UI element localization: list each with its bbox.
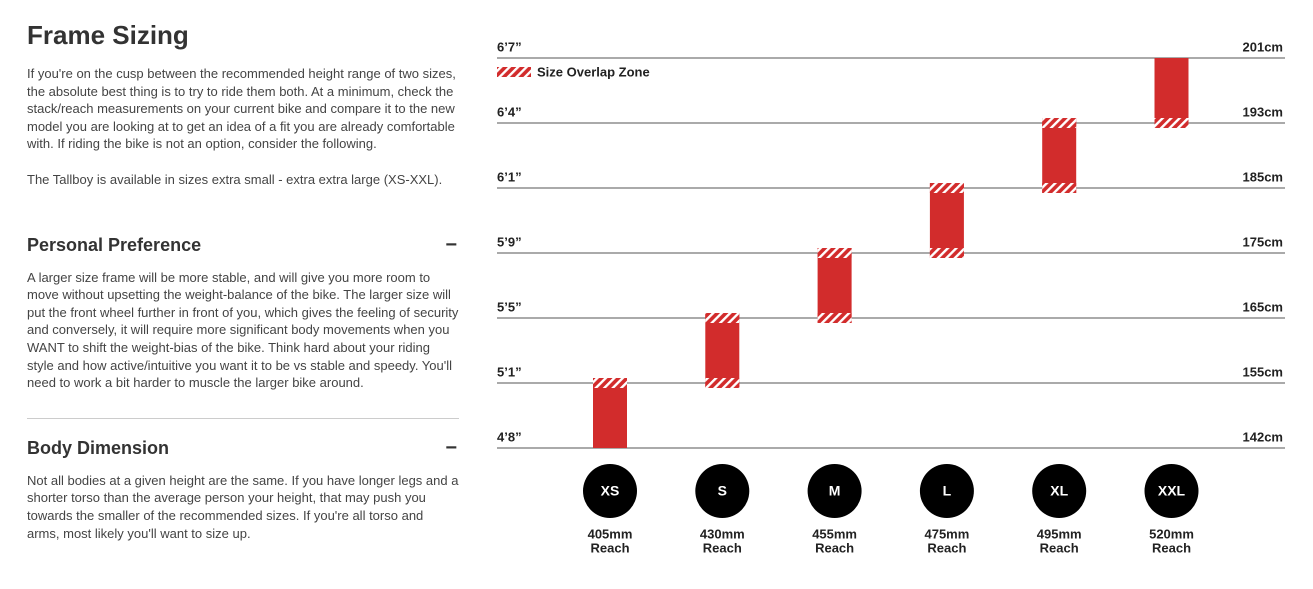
- y-tick-label: 155cm: [1243, 364, 1283, 379]
- y-tick-label-imperial: 6’4”: [497, 104, 522, 119]
- y-tick-label: 193cm: [1243, 104, 1283, 119]
- y-tick-label: 142cm: [1243, 429, 1283, 444]
- section: Personal Preference − A larger size fram…: [27, 215, 459, 392]
- y-tick-label: 175cm: [1243, 234, 1283, 249]
- text-column: Frame Sizing If you're on the cusp betwe…: [27, 20, 459, 560]
- size-label: XXL: [1158, 483, 1186, 499]
- title: Frame Sizing: [27, 20, 189, 50]
- y-tick-label: 185cm: [1243, 169, 1283, 184]
- reach-value: 430mm: [700, 526, 745, 541]
- reach-value: 520mm: [1149, 526, 1194, 541]
- size-badge: [1032, 464, 1087, 518]
- overlap-zone: [1042, 118, 1077, 128]
- reach-caption: Reach: [1040, 540, 1079, 555]
- overlap-zone: [929, 183, 964, 193]
- overlap-zone: [593, 378, 627, 388]
- section-heading[interactable]: Body Dimension: [27, 437, 170, 458]
- paragraph: If you're on the cusp between the recomm…: [27, 66, 456, 152]
- y-tick-label-imperial: 6’7”: [497, 39, 522, 54]
- overlap-zone: [929, 248, 964, 258]
- overlap-zone: [705, 378, 740, 388]
- overlap-zone: [1154, 118, 1189, 128]
- reach-caption: Reach: [927, 540, 966, 555]
- bar: [817, 248, 852, 323]
- reach-value: 405mm: [588, 526, 633, 541]
- reach-caption: Reach: [703, 540, 742, 555]
- size-badge: [919, 464, 974, 518]
- size-label: XL: [1050, 483, 1068, 499]
- bar: [929, 183, 964, 258]
- section: Body Dimension − Not all bodies at a giv…: [27, 417, 459, 542]
- bar: [1042, 118, 1077, 193]
- y-tick-label-imperial: 6’1”: [497, 169, 522, 184]
- reach-caption: Reach: [1152, 540, 1191, 555]
- bar: [1154, 58, 1189, 128]
- reach-value: 495mm: [1037, 526, 1082, 541]
- size-badge: [1144, 464, 1199, 518]
- reach-value: 455mm: [812, 526, 857, 541]
- section-heading[interactable]: Personal Preference: [27, 234, 202, 255]
- y-tick-label-imperial: 4’8”: [497, 429, 522, 444]
- size-label: L: [943, 483, 952, 499]
- size-badge: [583, 464, 637, 518]
- legend-label: Size Overlap Zone: [537, 64, 650, 79]
- section-header[interactable]: Personal Preference −: [27, 234, 459, 257]
- bar: [705, 313, 740, 388]
- legend-swatch: [497, 67, 531, 77]
- overlap-zone: [817, 248, 852, 258]
- y-tick-label: 201cm: [1243, 39, 1283, 54]
- size-badge: [695, 464, 750, 518]
- overlap-zone: [1042, 183, 1077, 193]
- collapse-toggle[interactable]: −: [445, 436, 457, 459]
- bar: [593, 378, 627, 448]
- overlap-zone: [705, 313, 740, 323]
- size-label: S: [718, 483, 727, 499]
- overlap-zone: [817, 313, 852, 323]
- reach-caption: Reach: [590, 540, 629, 555]
- paragraph: Not all bodies at a given height are the…: [27, 472, 459, 541]
- reach-caption: Reach: [815, 540, 854, 555]
- y-tick-label-imperial: 5’9”: [497, 234, 522, 249]
- paragraph: A larger size frame will be more stable,…: [27, 269, 459, 391]
- size-badge: [807, 464, 862, 518]
- y-tick-label-imperial: 5’5”: [497, 299, 522, 314]
- size-label: M: [829, 483, 841, 499]
- collapse-toggle[interactable]: −: [445, 233, 457, 256]
- y-tick-label-imperial: 5’1”: [497, 364, 522, 379]
- size-label: XS: [601, 483, 620, 499]
- section-header[interactable]: Body Dimension −: [27, 437, 459, 460]
- chart: Size Overlap Zone 6’7” 201cm 6’4” 193cm 6’1”…: [497, 39, 1285, 555]
- y-tick-label: 165cm: [1243, 299, 1283, 314]
- paragraph: The Tallboy is available in sizes extra …: [27, 171, 443, 187]
- reach-value: 475mm: [924, 526, 969, 541]
